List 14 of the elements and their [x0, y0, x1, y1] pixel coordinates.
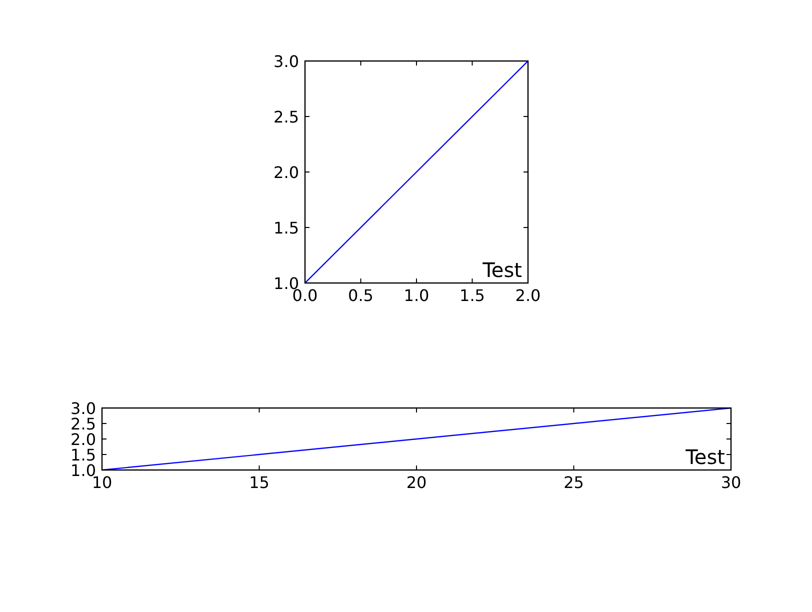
x-tick-label: 25: [564, 472, 584, 492]
x-tick-label: 0.5: [348, 286, 374, 305]
y-tick-label: 2.0: [274, 162, 299, 182]
y-tick-label: 3.0: [274, 52, 299, 71]
y-tick-label: 2.5: [274, 107, 299, 126]
y-tick-label: 1.5: [274, 218, 299, 238]
x-tick-label: 20: [406, 472, 427, 492]
x-tick-label: 1.0: [404, 286, 430, 305]
x-tick-label: 2.0: [515, 286, 541, 305]
x-tick-label: 30: [720, 472, 742, 492]
x-tick-label: 1.5: [460, 286, 485, 305]
x-tick-label: 15: [249, 472, 270, 492]
annotation: Test: [684, 445, 726, 469]
annotation: Test: [482, 258, 522, 282]
